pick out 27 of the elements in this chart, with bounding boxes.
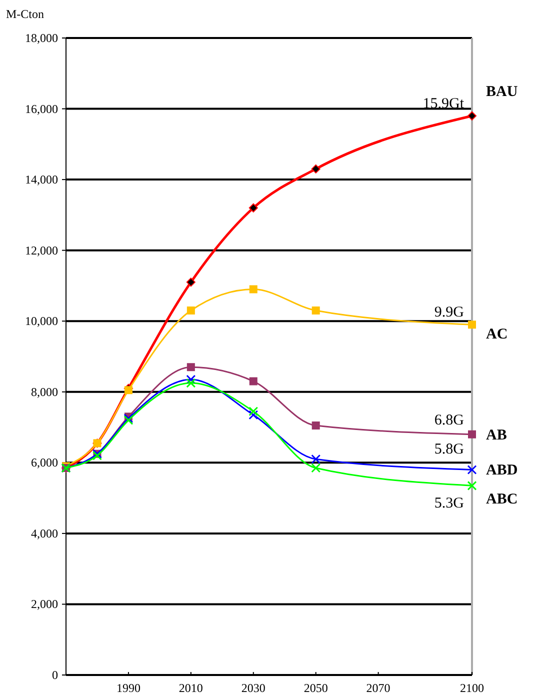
x-tick-label: 2070 <box>366 681 390 695</box>
x-tick-label: 2050 <box>304 681 328 695</box>
y-tick-label: 16,000 <box>25 102 58 116</box>
series-label: ABC <box>486 492 518 508</box>
series-label: AB <box>486 427 507 444</box>
y-tick-label: 2,000 <box>31 597 58 612</box>
annotation: 9.9G <box>434 304 464 321</box>
y-tick-label: 6,000 <box>31 456 58 470</box>
y-tick-label: 0 <box>52 668 58 682</box>
series-label: AC <box>486 326 508 343</box>
y-tick-label: 12,000 <box>25 243 58 258</box>
annotation: 5.8G <box>434 442 464 458</box>
x-tick-label: 1990 <box>116 681 140 695</box>
x-tick-label: 2030 <box>241 681 266 695</box>
annotation: 15.9Gt <box>422 96 465 112</box>
series-label: BAU <box>486 84 518 100</box>
x-tick-label: 2100 <box>460 681 484 695</box>
annotation: 5.3G <box>434 496 464 512</box>
y-tick-label: 8,000 <box>31 384 58 399</box>
series-label: ABD <box>486 462 518 479</box>
y-tick-label: 4,000 <box>31 526 58 540</box>
y-tick-label: 14,000 <box>25 172 58 187</box>
x-tick-label: 2010 <box>178 681 203 695</box>
y-axis-title: M-Cton <box>6 7 44 21</box>
annotation: 6.8G <box>434 412 464 428</box>
y-tick-label: 18,000 <box>25 31 58 45</box>
y-tick-label: 10,000 <box>25 314 58 328</box>
